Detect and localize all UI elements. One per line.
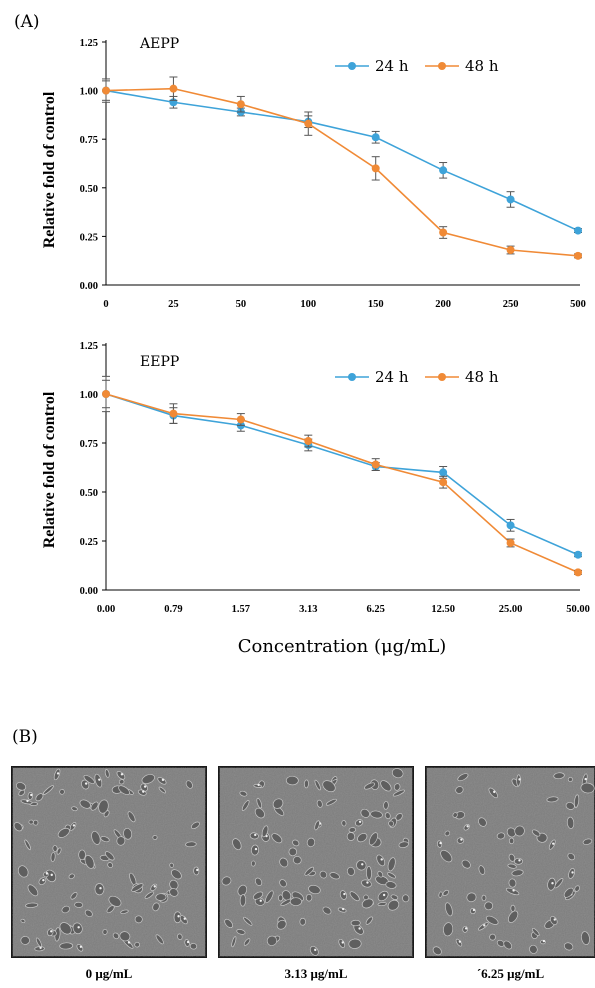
- data-point: [439, 228, 448, 237]
- x-tick-label: 1.57: [232, 604, 250, 615]
- data-point: [371, 460, 380, 469]
- data-point: [102, 390, 110, 398]
- series-line-48h: [105, 87, 579, 257]
- data-point: [102, 86, 110, 95]
- x-tick-label: 12.50: [431, 604, 455, 615]
- micrograph-image: [11, 766, 207, 958]
- data-point: [169, 84, 178, 93]
- legend-marker: [348, 373, 356, 381]
- y-tick-label: 1.25: [80, 38, 98, 49]
- data-point: [439, 478, 448, 487]
- y-tick-label: 0.00: [80, 586, 98, 597]
- data-point: [506, 538, 515, 547]
- panel-label-a: (A): [14, 12, 40, 32]
- legend-marker: [348, 62, 356, 70]
- legend: 24 h 48 h: [335, 57, 499, 75]
- chart-aepp: 0.00 0.25 0.50 0.75 1.00 1.25 0 25 50 100 150 200 25…: [41, 36, 586, 310]
- micrograph-image: [218, 766, 414, 958]
- micrograph-caption: ´6.25 μg/mL: [477, 966, 545, 981]
- data-point: [574, 226, 582, 235]
- data-point: [371, 133, 380, 142]
- legend-entry: 48 h: [465, 57, 499, 75]
- micrograph-caption: 3.13 μg/mL: [285, 966, 348, 981]
- data-point: [371, 164, 380, 173]
- x-tick-label: 0: [103, 299, 108, 310]
- y-tick-label: 0.75: [80, 135, 98, 146]
- y-axis-label: Relative fold of control: [41, 391, 58, 548]
- x-tick-label: 500: [570, 299, 586, 310]
- series-line-24h: [105, 89, 579, 232]
- micrograph-row: 0 μg/mL 3.13 μg/mL ´6.25 μg/mL: [11, 766, 595, 981]
- y-tick-label: 0.50: [80, 184, 98, 195]
- data-point: [439, 166, 448, 175]
- y-tick-label: 0.25: [80, 232, 98, 243]
- series-line-48h: [105, 393, 579, 574]
- y-tick-label: 1.25: [80, 341, 98, 352]
- micrograph-caption: 0 μg/mL: [86, 966, 133, 981]
- y-tick-label: 1.00: [80, 390, 98, 401]
- x-tick-label: 0.00: [97, 604, 115, 615]
- x-tick-label: 25: [168, 299, 179, 310]
- y-tick-label: 0.75: [80, 439, 98, 450]
- legend: 24 h 48 h: [335, 368, 499, 386]
- data-point: [236, 100, 245, 109]
- x-tick-label: 50.00: [566, 604, 590, 615]
- x-tick-label: 25.00: [499, 604, 523, 615]
- legend-marker: [438, 373, 446, 381]
- x-tick-label: 50: [236, 299, 247, 310]
- chart-title: AEPP: [139, 36, 179, 52]
- y-tick-label: 0.50: [80, 488, 98, 499]
- panel-label-b: (B): [12, 727, 38, 747]
- data-point: [506, 521, 515, 530]
- x-tick-label: 150: [368, 299, 384, 310]
- legend-entry: 24 h: [375, 368, 409, 386]
- x-tick-label: 250: [503, 299, 519, 310]
- y-axis-label: Relative fold of control: [41, 91, 58, 248]
- legend-marker: [438, 62, 446, 70]
- data-point: [439, 468, 448, 477]
- x-axis-label: Concentration (μg/mL): [238, 636, 447, 657]
- chart-title: EEPP: [140, 354, 179, 370]
- y-tick-label: 0.00: [80, 281, 98, 292]
- y-tick-label: 0.25: [80, 537, 98, 548]
- micrograph-image: [425, 766, 595, 958]
- x-tick-label: 100: [300, 299, 316, 310]
- x-tick-label: 6.25: [367, 604, 385, 615]
- y-tick-label: 1.00: [80, 87, 98, 98]
- data-point: [169, 409, 178, 418]
- data-point: [506, 195, 515, 204]
- data-point: [506, 246, 515, 255]
- x-tick-label: 200: [435, 299, 451, 310]
- data-point: [236, 415, 245, 424]
- data-point: [574, 568, 582, 577]
- data-point: [574, 550, 582, 559]
- data-point: [304, 119, 313, 128]
- data-point: [304, 437, 313, 446]
- series-line-24h: [105, 393, 579, 556]
- x-tick-label: 3.13: [299, 604, 317, 615]
- chart-eepp: 0.00 0.25 0.50 0.75 1.00 1.25 0.00 0.79 1.57 3.13…: [41, 341, 590, 657]
- data-point: [574, 251, 582, 260]
- legend-entry: 48 h: [465, 368, 499, 386]
- legend-entry: 24 h: [375, 57, 409, 75]
- x-tick-label: 0.79: [164, 604, 182, 615]
